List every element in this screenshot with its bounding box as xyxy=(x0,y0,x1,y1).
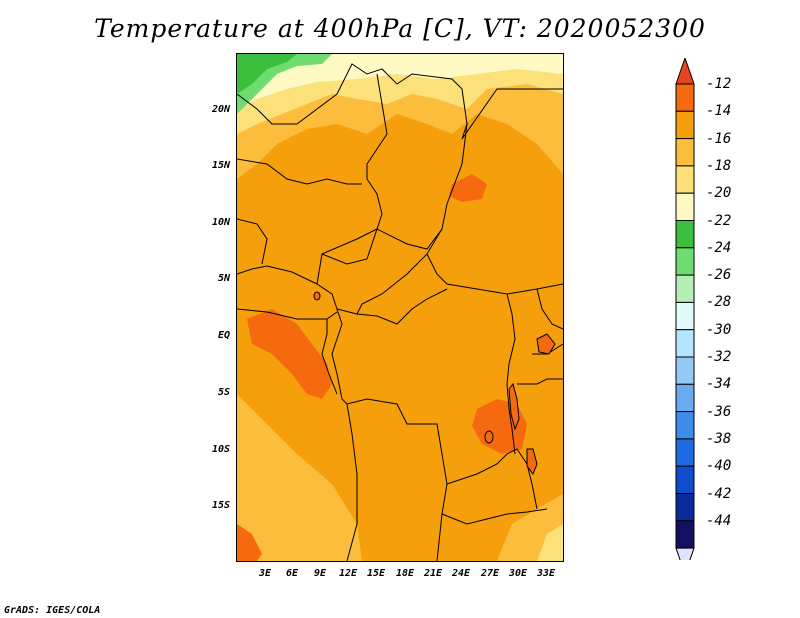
colorbar-label: -12 xyxy=(706,76,732,92)
colorbar-box xyxy=(675,356,695,385)
colorbar-box xyxy=(675,465,695,495)
colorbar-label: -22 xyxy=(706,212,732,229)
lat-label-10n: 10N xyxy=(211,217,230,228)
colorbar-label: -14 xyxy=(706,103,732,120)
colorbar-label: -24 xyxy=(706,239,732,256)
lon-label-27e: 27E xyxy=(480,568,500,579)
country-borders xyxy=(237,63,563,561)
temperature-map xyxy=(236,53,564,562)
lat-label-5n: 5N xyxy=(217,273,230,284)
lon-label-18e: 18E xyxy=(395,568,415,579)
colorbar-box xyxy=(675,274,695,303)
coastline xyxy=(297,318,338,395)
lon-label-9e: 9E xyxy=(313,568,327,579)
colorbar xyxy=(675,58,695,560)
field-southwest-light xyxy=(237,394,362,561)
lon-label-30e: 30E xyxy=(508,568,528,579)
field-hotspot-north xyxy=(449,174,487,202)
colorbar-label: -28 xyxy=(706,294,732,311)
credit-text: GrADS: IGES/COLA xyxy=(4,605,101,616)
colorbar-box xyxy=(675,83,695,112)
colorbar-label: -18 xyxy=(706,157,732,174)
lat-label-15n: 15N xyxy=(211,160,230,171)
colorbar-box xyxy=(675,411,695,440)
lakes xyxy=(313,291,556,476)
colorbar-label: -36 xyxy=(706,403,732,420)
colorbar-box xyxy=(675,383,695,413)
colorbar-label: -20 xyxy=(706,185,732,202)
lon-label-3e: 3E xyxy=(258,568,272,579)
colorbar-box xyxy=(675,329,695,358)
lat-label-20n: 20N xyxy=(211,104,230,115)
field-hotspot-west xyxy=(247,309,332,399)
colorbar-top-triangle xyxy=(675,58,695,85)
colorbar-label: -34 xyxy=(706,376,732,393)
colorbar-label: -38 xyxy=(706,430,732,447)
lat-label-10s: 10S xyxy=(211,444,230,455)
colorbar-label: -40 xyxy=(706,458,732,475)
lat-label-eq: EQ xyxy=(217,330,230,341)
colorbar-label: -32 xyxy=(706,349,732,365)
colorbar-label: -44 xyxy=(706,512,732,529)
field-southeast-pale xyxy=(537,524,563,561)
colorbar-box xyxy=(675,192,695,221)
colorbar-box xyxy=(675,165,695,194)
lon-label-6e: 6E xyxy=(285,568,299,579)
colorbar-label: -26 xyxy=(706,267,732,284)
map-canvas xyxy=(237,54,563,561)
colorbar-box xyxy=(675,110,695,140)
colorbar-box xyxy=(675,138,695,167)
field-hotspot-south xyxy=(237,524,262,561)
field-north-pale xyxy=(237,54,563,109)
lon-label-33e: 33E xyxy=(536,568,556,579)
colorbar-box xyxy=(675,438,695,467)
lon-label-21e: 21E xyxy=(423,568,443,579)
colorbar-label: -30 xyxy=(706,321,732,338)
lat-label-15s: 15S xyxy=(211,500,230,511)
colorbar-box xyxy=(675,520,695,549)
colorbar-box xyxy=(675,247,695,276)
map-title: Temperature at 400hPa [C], VT: 202005230… xyxy=(94,14,706,43)
lon-label-12e: 12E xyxy=(338,568,358,579)
field-green-dark xyxy=(237,54,297,94)
colorbar-box xyxy=(675,301,695,331)
lon-label-24e: 24E xyxy=(451,568,471,579)
colorbar-box xyxy=(675,220,695,249)
colorbar-bottom-triangle xyxy=(675,547,695,560)
colorbar-label: -16 xyxy=(706,130,732,147)
lon-label-15e: 15E xyxy=(366,568,386,579)
colorbar-label: -42 xyxy=(706,485,732,502)
lat-label-5s: 5S xyxy=(217,387,230,398)
colorbar-box xyxy=(675,493,695,522)
